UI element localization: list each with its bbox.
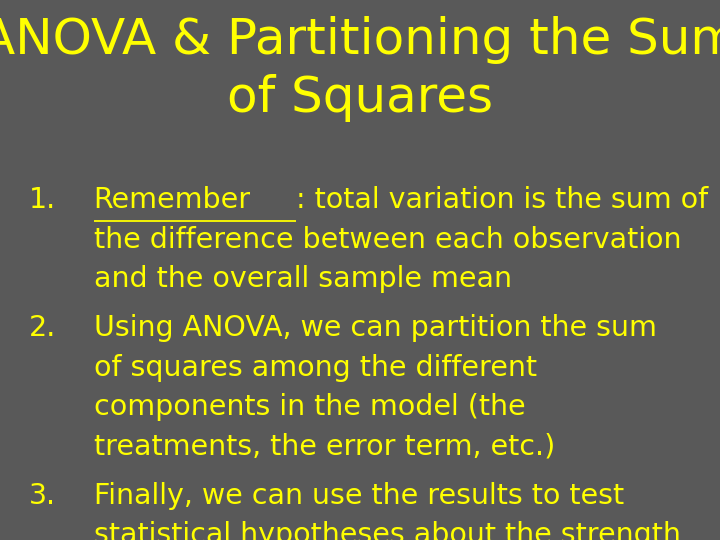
Text: : total variation is the sum of: : total variation is the sum of xyxy=(297,186,708,214)
Text: the difference between each observation: the difference between each observation xyxy=(94,226,681,254)
Text: Using ANOVA, we can partition the sum: Using ANOVA, we can partition the sum xyxy=(94,314,657,342)
Text: treatments, the error term, etc.): treatments, the error term, etc.) xyxy=(94,433,555,461)
Text: ANOVA & Partitioning the Sum
of Squares: ANOVA & Partitioning the Sum of Squares xyxy=(0,16,720,122)
Text: of squares among the different: of squares among the different xyxy=(94,354,536,382)
Text: 1.: 1. xyxy=(29,186,56,214)
Text: 3.: 3. xyxy=(29,482,56,510)
Text: and the overall sample mean: and the overall sample mean xyxy=(94,265,512,293)
Text: statistical hypotheses about the strength: statistical hypotheses about the strengt… xyxy=(94,521,680,540)
Text: Remember: Remember xyxy=(94,186,251,214)
Text: Finally, we can use the results to test: Finally, we can use the results to test xyxy=(94,482,624,510)
Text: 2.: 2. xyxy=(29,314,56,342)
Text: components in the model (the: components in the model (the xyxy=(94,393,525,421)
